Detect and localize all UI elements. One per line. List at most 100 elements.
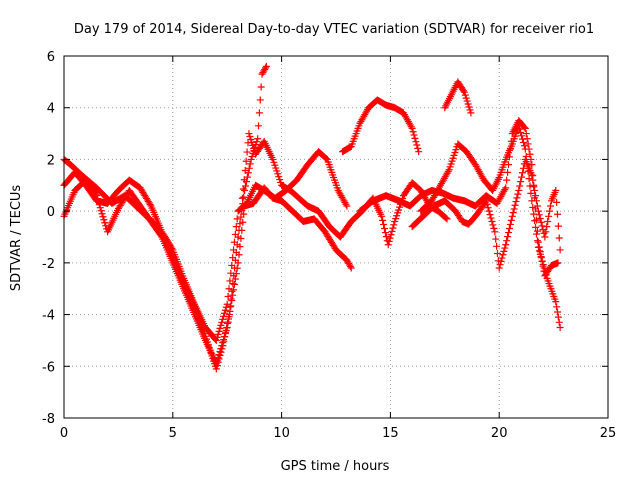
y-axis-label: SDTVAR / TECUs — [9, 185, 24, 292]
data-point — [460, 88, 468, 96]
data-point — [521, 145, 529, 153]
data-point — [226, 277, 234, 285]
data-point — [505, 229, 513, 237]
data-point — [501, 186, 509, 194]
data-point — [540, 264, 548, 272]
data-point — [231, 230, 239, 238]
data-point — [220, 309, 228, 317]
data-point — [98, 210, 106, 218]
data-point — [100, 216, 108, 224]
x-tick-label: 15 — [382, 426, 399, 441]
data-point — [521, 124, 529, 132]
data-point — [411, 134, 419, 142]
data-point — [532, 223, 540, 231]
series-track-6 — [441, 78, 475, 117]
data-point — [242, 157, 250, 165]
data-point — [543, 223, 551, 231]
series-track-1 — [60, 62, 270, 373]
data-point — [224, 318, 232, 326]
y-tick-label: -8 — [42, 412, 55, 427]
data-point — [526, 150, 534, 158]
data-point — [347, 264, 355, 272]
data-point — [497, 257, 505, 265]
data-point — [534, 207, 542, 215]
data-point — [531, 217, 539, 225]
data-point — [342, 200, 350, 208]
y-tick-label: -2 — [42, 257, 55, 272]
data-point — [221, 330, 229, 338]
data-point — [229, 291, 237, 299]
data-point — [490, 224, 498, 232]
data-point — [97, 207, 105, 215]
ticks: 0 5 10 15 20 25 -8 -6 -4 -2 0 2 4 6 — [42, 50, 616, 441]
data-point — [233, 215, 241, 223]
data-point — [96, 204, 104, 212]
data-point — [482, 197, 490, 205]
data-point — [226, 307, 234, 315]
data-point — [511, 201, 519, 209]
data-point — [531, 186, 539, 194]
data-point — [524, 140, 532, 148]
data-point — [222, 303, 230, 311]
x-tick-label: 0 — [60, 426, 68, 441]
y-tick-label: 6 — [47, 50, 55, 65]
series-track-8 — [417, 122, 564, 331]
data-point — [101, 219, 109, 227]
data-point — [346, 262, 354, 270]
data-point — [496, 261, 504, 269]
data-point — [99, 213, 107, 221]
data-point — [241, 186, 249, 194]
data-point — [545, 212, 553, 220]
data-point — [390, 221, 398, 229]
data-point — [541, 267, 549, 275]
data-point — [510, 205, 518, 213]
data-point — [216, 324, 224, 332]
data-point — [215, 351, 223, 359]
data-point — [502, 241, 510, 249]
data-point — [380, 220, 388, 228]
data-point — [464, 100, 472, 108]
data-point — [230, 280, 238, 288]
data-point — [245, 130, 253, 138]
data-point — [514, 190, 522, 198]
series-track-5 — [339, 96, 423, 156]
data-point — [247, 155, 255, 163]
data-point — [233, 264, 241, 272]
data-point — [536, 215, 544, 223]
data-point — [527, 189, 535, 197]
data-point — [541, 233, 549, 241]
data-point — [513, 194, 521, 202]
data-point — [553, 303, 561, 311]
data-point — [554, 308, 562, 316]
data-point — [387, 231, 395, 239]
data-point — [254, 135, 262, 143]
data-point — [443, 215, 451, 223]
data-point — [506, 220, 514, 228]
data-point — [412, 138, 420, 146]
data-point — [218, 342, 226, 350]
data-point — [219, 315, 227, 323]
data-point — [253, 138, 261, 146]
data-point — [217, 345, 225, 353]
data-point — [246, 133, 254, 141]
x-tick-label: 5 — [169, 426, 177, 441]
data-point — [410, 131, 418, 139]
data-point — [239, 218, 247, 226]
data-point — [248, 138, 256, 146]
data-point — [492, 235, 500, 243]
data-point — [146, 200, 154, 208]
data-point — [530, 181, 538, 189]
data-point — [235, 251, 243, 259]
y-tick-label: -4 — [42, 309, 55, 324]
data-point — [555, 234, 563, 242]
data-point — [483, 200, 491, 208]
data-point — [232, 223, 240, 231]
data-point — [500, 247, 508, 255]
data-point — [224, 292, 232, 300]
data-point — [343, 202, 351, 210]
data-point — [517, 178, 525, 186]
data-point — [498, 254, 506, 262]
data-point — [542, 228, 550, 236]
data-point — [504, 233, 512, 241]
data-point — [499, 251, 507, 259]
